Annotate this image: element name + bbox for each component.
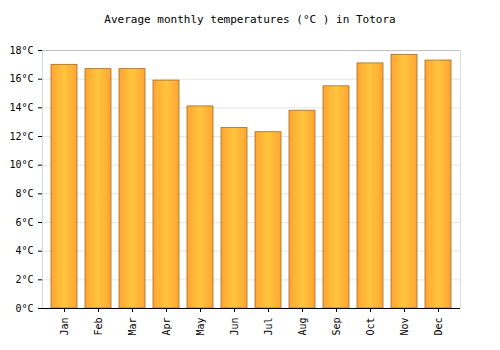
svg-text:Feb: Feb xyxy=(93,318,104,336)
svg-text:4°C: 4°C xyxy=(15,245,33,256)
svg-text:Sep: Sep xyxy=(331,318,342,336)
html-text:Average monthly temperatures (: Average monthly temperatures (°C ) in To… xyxy=(104,13,396,26)
svg-text:10°C: 10°C xyxy=(9,159,33,170)
svg-text:0°C: 0°C xyxy=(15,303,33,314)
svg-text:Oct: Oct xyxy=(365,318,376,336)
svg-text:Mar: Mar xyxy=(127,318,138,336)
svg-text:May: May xyxy=(195,318,206,336)
svg-text:8°C: 8°C xyxy=(15,188,33,199)
svg-text:Aug: Aug xyxy=(297,318,308,336)
svg-text:2°C: 2°C xyxy=(15,274,33,285)
svg-text:Jun: Jun xyxy=(229,318,240,336)
svg-text:Nov: Nov xyxy=(399,318,410,336)
svg-text:12°C: 12°C xyxy=(9,131,33,142)
svg-text:14°C: 14°C xyxy=(9,102,33,113)
svg-text:Dec: Dec xyxy=(433,318,444,336)
svg-text:6°C: 6°C xyxy=(15,217,33,228)
svg-text:Jan: Jan xyxy=(59,318,70,336)
svg-text:Apr: Apr xyxy=(161,318,172,336)
svg-text:Jul: Jul xyxy=(263,318,274,336)
svg-text:16°C: 16°C xyxy=(9,73,33,84)
svg-text:18°C: 18°C xyxy=(9,45,33,56)
